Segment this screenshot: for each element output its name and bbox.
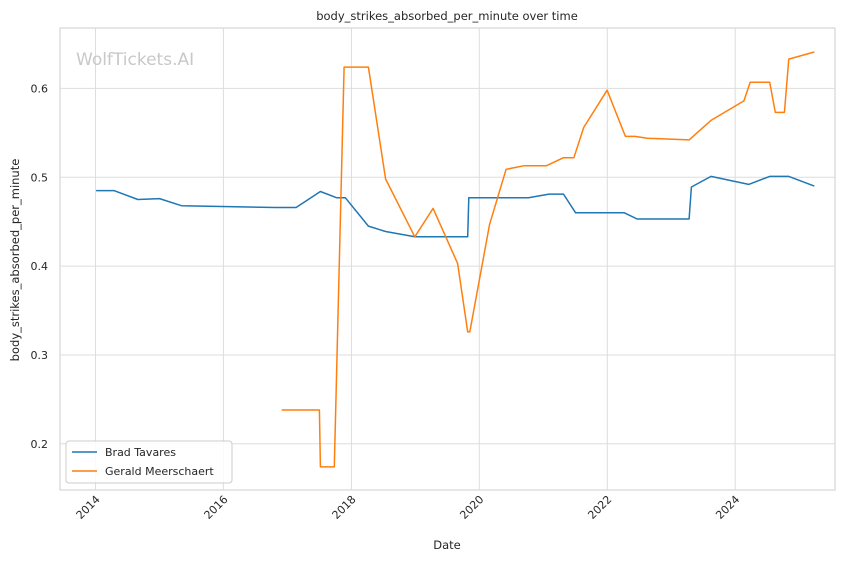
x-tick-label: 2018 <box>330 493 359 522</box>
series-line-gerald-meerschaert <box>281 51 815 468</box>
y-tick-label: 0.5 <box>31 171 49 184</box>
legend: Brad Tavares Gerald Meerschaert <box>65 440 233 484</box>
y-tick-label: 0.3 <box>31 349 49 362</box>
series-line-brad-tavares <box>96 175 815 238</box>
series-lines <box>96 51 815 468</box>
x-tick-label: 2024 <box>713 493 742 522</box>
x-axis-label: Date <box>433 538 461 552</box>
chart-title: body_strikes_absorbed_per_minute over ti… <box>316 9 578 23</box>
y-tick-label: 0.4 <box>31 260 49 273</box>
y-tick-labels: 0.2 0.3 0.4 0.5 0.6 <box>31 82 49 450</box>
y-tick-label: 0.6 <box>31 82 49 95</box>
x-tick-label: 2014 <box>74 493 103 522</box>
legend-label-gerald-meerschaert: Gerald Meerschaert <box>105 465 214 478</box>
x-tick-label: 2022 <box>585 493 614 522</box>
y-tick-label: 0.2 <box>31 438 49 451</box>
legend-box <box>65 440 233 484</box>
x-tick-labels: 2014 2016 2018 2020 2022 2024 <box>74 493 743 522</box>
x-tick-label: 2016 <box>202 493 231 522</box>
plot-area <box>59 27 836 491</box>
y-axis-label: body_strikes_absorbed_per_minute <box>8 159 22 362</box>
watermark: WolfTickets.AI <box>76 50 194 70</box>
x-tick-label: 2020 <box>457 493 486 522</box>
legend-label-brad-tavares: Brad Tavares <box>105 446 176 459</box>
